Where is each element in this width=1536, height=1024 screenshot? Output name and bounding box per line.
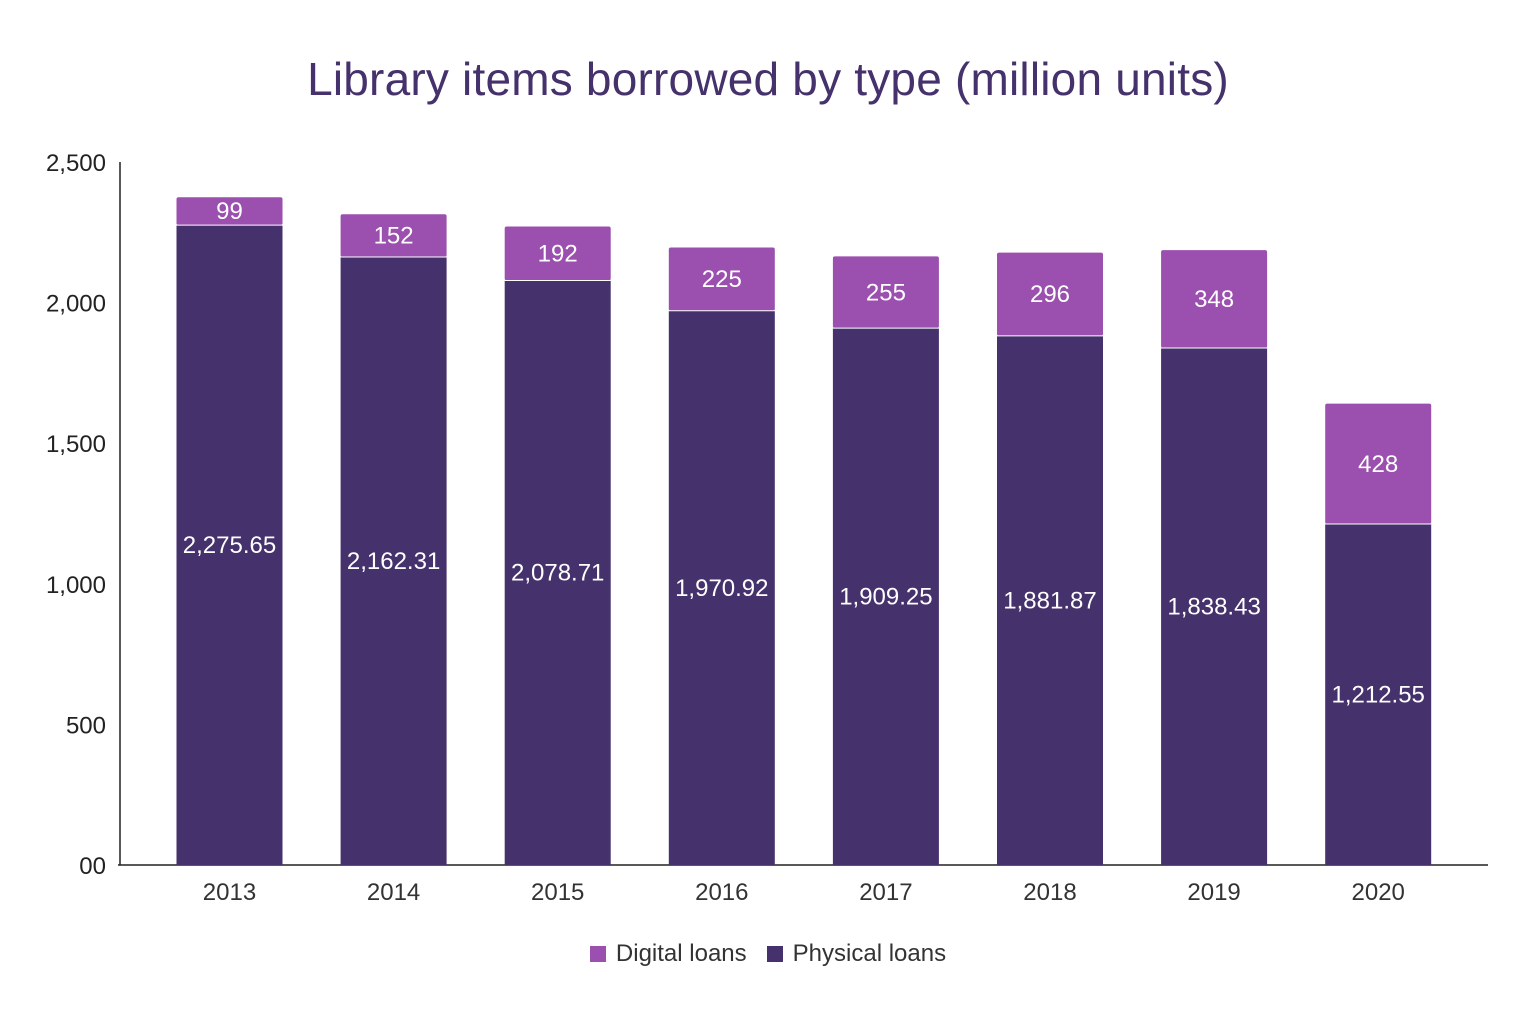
bar-digital-2013 xyxy=(176,197,283,226)
data-label-physical-2018: 1,881.87 xyxy=(1003,587,1096,614)
bar-digital-2019 xyxy=(1161,250,1268,349)
data-label-physical-2014: 2,162.31 xyxy=(347,548,440,575)
chart-title: Library items borrowed by type (million … xyxy=(307,53,1229,105)
bar-physical-2015 xyxy=(504,280,611,865)
bar-digital-2016 xyxy=(668,247,775,311)
legend-item-digital: Digital loans xyxy=(589,940,747,968)
data-label-physical-2020: 1,212.55 xyxy=(1331,682,1424,709)
x-tick-label-2017: 2017 xyxy=(859,879,912,906)
x-tick-label-2013: 2013 xyxy=(203,879,256,906)
y-tick-label: 00 xyxy=(79,853,106,880)
data-label-physical-2013: 2,275.65 xyxy=(183,532,276,559)
data-label-digital-2018: 296 xyxy=(1030,281,1070,308)
data-label-digital-2015: 192 xyxy=(538,240,578,267)
data-label-digital-2014: 152 xyxy=(374,223,414,250)
y-tick-label: 2,500 xyxy=(46,150,106,177)
bar-physical-2020 xyxy=(1325,524,1432,865)
y-tick-label: 1,500 xyxy=(46,431,106,458)
y-tick-label: 1,000 xyxy=(46,572,106,599)
data-label-digital-2016: 225 xyxy=(702,266,742,293)
x-tick-label-2016: 2016 xyxy=(695,879,748,906)
bar-digital-2017 xyxy=(832,256,939,329)
bar-digital-2014 xyxy=(340,214,447,257)
bar-digital-2018 xyxy=(997,252,1103,336)
bar-physical-2018 xyxy=(997,335,1103,866)
x-tick-label-2020: 2020 xyxy=(1352,879,1405,906)
y-tick-label: 500 xyxy=(66,712,106,739)
x-tick-label-2015: 2015 xyxy=(531,879,584,906)
bar-physical-2019 xyxy=(1161,348,1268,866)
data-label-physical-2016: 1,970.92 xyxy=(675,575,768,602)
chart-legend: Digital loans Physical loans xyxy=(0,940,1536,968)
bar-digital-2015 xyxy=(504,226,611,281)
x-tick-label-2019: 2019 xyxy=(1187,879,1240,906)
legend-swatch-digital xyxy=(589,946,606,962)
data-label-physical-2019: 1,838.43 xyxy=(1167,594,1260,621)
data-label-physical-2017: 1,909.25 xyxy=(839,584,932,611)
bar-digital-2020 xyxy=(1325,403,1432,525)
data-label-digital-2017: 255 xyxy=(866,279,906,306)
bar-physical-2014 xyxy=(340,256,447,865)
data-label-digital-2020: 428 xyxy=(1358,451,1398,478)
legend-label-physical: Physical loans xyxy=(792,940,947,967)
legend-item-physical: Physical loans xyxy=(766,940,947,968)
bar-physical-2013 xyxy=(176,225,283,865)
bar-physical-2016 xyxy=(668,310,775,865)
x-tick-label-2014: 2014 xyxy=(367,879,420,906)
legend-swatch-physical xyxy=(766,946,783,962)
data-label-digital-2019: 348 xyxy=(1194,286,1234,313)
bar-physical-2017 xyxy=(832,328,939,865)
legend-label-digital: Digital loans xyxy=(615,940,747,967)
x-tick-label-2018: 2018 xyxy=(1023,879,1076,906)
data-label-physical-2015: 2,078.71 xyxy=(511,560,604,587)
data-label-digital-2013: 99 xyxy=(216,198,243,225)
y-tick-label: 2,000 xyxy=(46,291,106,318)
